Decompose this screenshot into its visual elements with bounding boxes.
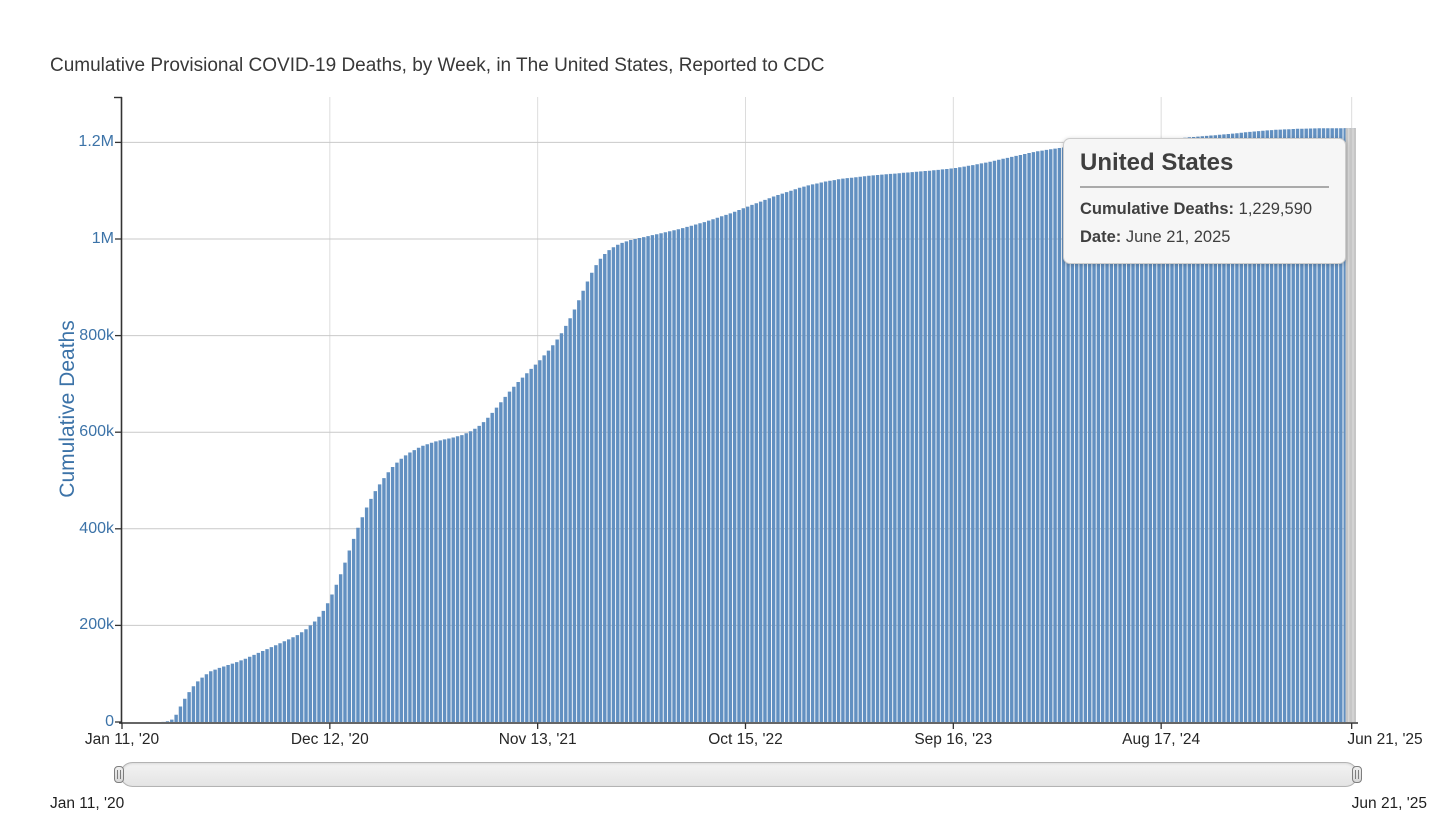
x-tick-label: Aug 17, '24 <box>1122 731 1201 748</box>
tooltip-deaths-value: 1,229,590 <box>1238 200 1313 218</box>
x-tick-label: Nov 13, '21 <box>498 731 577 748</box>
navigator-start-label: Jan 11, '20 <box>50 795 125 812</box>
x-tick-label: Dec 12, '20 <box>290 731 369 748</box>
tooltip-title: United States <box>1080 149 1234 176</box>
tooltip-date-value: June 21, 2025 <box>1125 227 1231 246</box>
y-tick-label: 200k <box>79 616 114 634</box>
tooltip: United States Cumulative Deaths: 1,229,5… <box>1063 138 1346 265</box>
y-tick-label: 1.2M <box>78 133 114 151</box>
x-tick-label: Jan 11, '20 <box>84 731 160 748</box>
y-tick-label: 1M <box>91 230 114 247</box>
tooltip-divider <box>1080 186 1329 188</box>
navigator-left-handle[interactable] <box>114 766 124 783</box>
y-tick-label: 800k <box>79 326 114 344</box>
tooltip-row-date: Date: June 21, 2025 <box>1080 224 1329 252</box>
chart-plot-area[interactable] <box>0 0 1456 760</box>
tooltip-deaths-label: Cumulative Deaths: <box>1080 200 1235 218</box>
y-tick-label: 400k <box>79 519 114 537</box>
navigator-right-handle[interactable] <box>1352 766 1362 783</box>
navigator-end-label: Jun 21, '25 <box>1351 795 1427 812</box>
y-tick-label: 0 <box>105 713 114 730</box>
hovered-bar-highlight <box>1345 128 1356 722</box>
chart-title: Cumulative Provisional COVID-19 Deaths, … <box>50 55 825 76</box>
tooltip-date-label: Date: <box>1080 227 1122 246</box>
tooltip-row-deaths: Cumulative Deaths: 1,229,590 <box>1080 196 1329 224</box>
x-tick-label: Oct 15, '22 <box>708 731 783 748</box>
x-tick-label: Jun 21, '25 <box>1347 731 1423 748</box>
navigator-track[interactable] <box>120 762 1358 787</box>
x-tick-label: Sep 16, '23 <box>914 731 993 748</box>
y-tick-label: 600k <box>79 423 114 441</box>
